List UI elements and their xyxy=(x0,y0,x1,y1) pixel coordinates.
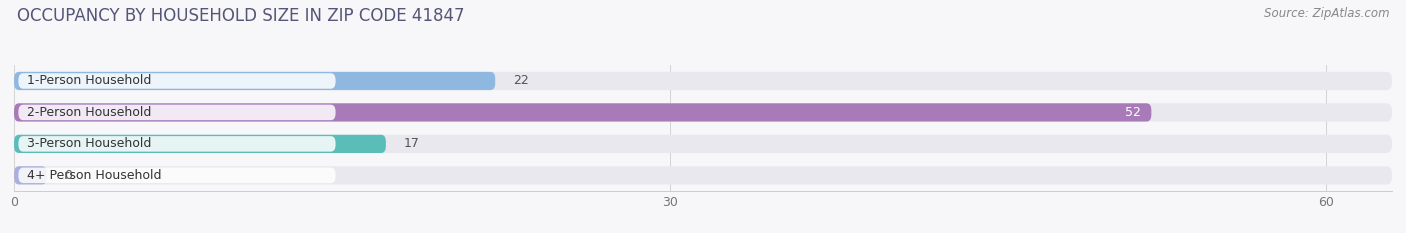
Text: 3-Person Household: 3-Person Household xyxy=(27,137,152,150)
FancyBboxPatch shape xyxy=(14,103,1392,122)
FancyBboxPatch shape xyxy=(18,168,336,183)
FancyBboxPatch shape xyxy=(14,166,46,185)
Text: 52: 52 xyxy=(1125,106,1140,119)
Text: Source: ZipAtlas.com: Source: ZipAtlas.com xyxy=(1264,7,1389,20)
Text: 22: 22 xyxy=(513,75,529,87)
Text: 2-Person Household: 2-Person Household xyxy=(27,106,152,119)
Text: 1-Person Household: 1-Person Household xyxy=(27,75,152,87)
FancyBboxPatch shape xyxy=(14,135,385,153)
FancyBboxPatch shape xyxy=(18,105,336,120)
Text: OCCUPANCY BY HOUSEHOLD SIZE IN ZIP CODE 41847: OCCUPANCY BY HOUSEHOLD SIZE IN ZIP CODE … xyxy=(17,7,464,25)
FancyBboxPatch shape xyxy=(18,73,336,89)
FancyBboxPatch shape xyxy=(14,72,1392,90)
FancyBboxPatch shape xyxy=(14,72,495,90)
FancyBboxPatch shape xyxy=(18,136,336,152)
FancyBboxPatch shape xyxy=(14,166,1392,185)
Text: 0: 0 xyxy=(65,169,72,182)
Text: 17: 17 xyxy=(404,137,419,150)
Text: 4+ Person Household: 4+ Person Household xyxy=(27,169,162,182)
FancyBboxPatch shape xyxy=(14,135,1392,153)
FancyBboxPatch shape xyxy=(14,103,1152,122)
